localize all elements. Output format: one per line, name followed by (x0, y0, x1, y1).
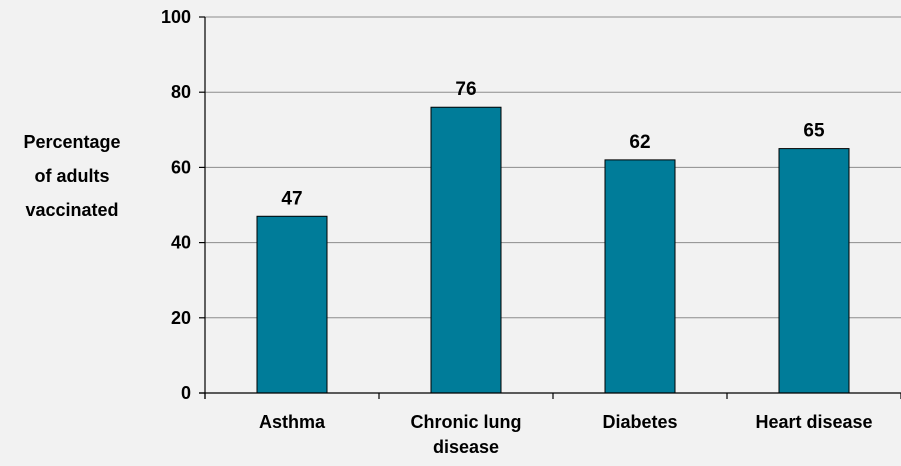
y-tick-label: 60 (171, 157, 191, 177)
y-tick-label: 40 (171, 233, 191, 253)
axes (199, 16, 901, 399)
data-label: 65 (803, 121, 825, 142)
data-label: 76 (455, 79, 476, 100)
bar (604, 159, 676, 394)
y-tick-label: 0 (181, 383, 191, 403)
category-labels: Asthma Chronic lung disease Diabetes Heart d… (259, 412, 873, 457)
category-label: Chronic lung disease (411, 412, 522, 457)
category-label: Heart disease (755, 412, 872, 432)
y-tick-labels: 0 20 40 60 80 100 (161, 7, 191, 403)
bars (256, 106, 850, 394)
data-labels: 47 76 62 65 (281, 79, 825, 209)
y-tick-label: 100 (161, 7, 191, 27)
data-label: 62 (629, 132, 650, 153)
bar (778, 148, 850, 394)
y-tick-label: 20 (171, 308, 191, 328)
y-axis-label: Percentage of adults vaccinated (23, 132, 120, 220)
category-label: Asthma (259, 412, 326, 432)
y-tick-label: 80 (171, 82, 191, 102)
data-label: 47 (281, 188, 302, 209)
bar (256, 215, 328, 394)
bar (430, 106, 502, 394)
category-label: Diabetes (602, 412, 677, 432)
